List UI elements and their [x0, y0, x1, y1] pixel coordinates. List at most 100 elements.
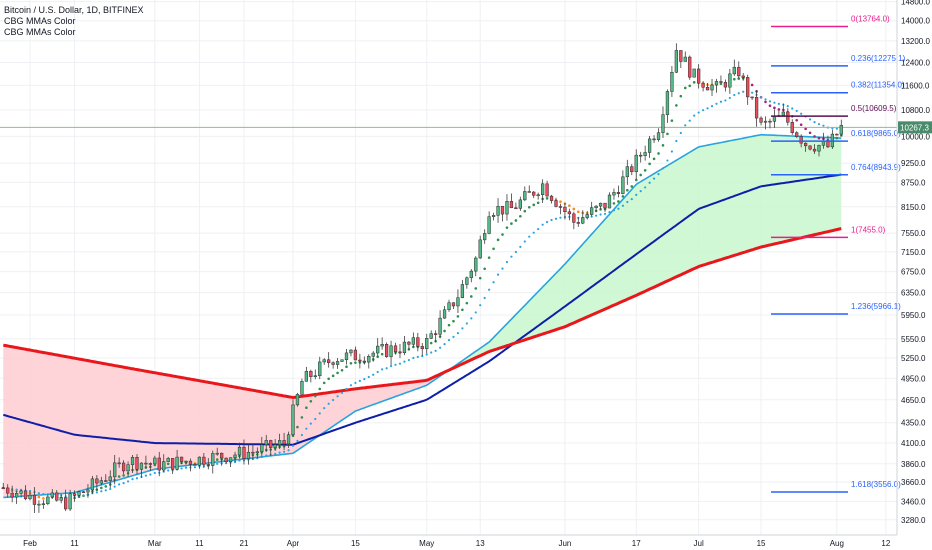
- trailing-stop-dot: [630, 185, 634, 188]
- candle-body: [59, 497, 63, 501]
- candlesticks[interactable]: [1, 43, 843, 513]
- candle-body: [442, 309, 447, 319]
- y-tick-label: 3860.0: [901, 460, 926, 469]
- candle-body: [135, 456, 139, 470]
- candle-body: [728, 73, 732, 88]
- trend-dot: [340, 391, 344, 394]
- trailing-stop-dot: [122, 474, 125, 477]
- trailing-stop-dot: [501, 233, 504, 236]
- trend-dot: [385, 367, 388, 370]
- candle-body: [598, 202, 603, 207]
- trend-dot: [287, 449, 290, 452]
- indicator-label-1[interactable]: CBG MMAs Color: [4, 16, 76, 26]
- candle-body: [376, 345, 380, 354]
- trend-dot: [733, 93, 736, 97]
- y-tick-label: 11600.0: [901, 81, 930, 90]
- candle-body: [839, 124, 843, 135]
- candle-body: [367, 356, 371, 363]
- trailing-stop-dot: [313, 394, 317, 398]
- trend-dot: [126, 480, 130, 483]
- candle-body: [260, 444, 264, 452]
- trailing-stop-dot: [117, 475, 121, 478]
- candle-body: [23, 490, 28, 500]
- candle-body: [295, 394, 300, 406]
- trend-dot: [559, 216, 562, 219]
- trend-dot: [791, 107, 794, 110]
- trend-dot: [532, 231, 535, 234]
- candle-body: [322, 359, 326, 363]
- candle-body: [291, 404, 295, 435]
- candle-body: [313, 375, 317, 377]
- candle-body: [460, 284, 465, 298]
- candle-body: [545, 183, 549, 197]
- candle-body: [683, 56, 687, 62]
- y-tick-label: 9250.0: [901, 159, 926, 168]
- candle-body: [81, 491, 86, 494]
- candle-body: [72, 493, 77, 496]
- trend-dot: [724, 99, 727, 102]
- trailing-stop-dot: [804, 127, 807, 131]
- y-tick-label: 4950.0: [901, 374, 926, 383]
- indicator-label-2[interactable]: CBG MMAs Color: [4, 27, 76, 37]
- trend-dot: [514, 250, 517, 254]
- trailing-stop-dot: [808, 131, 812, 135]
- trailing-stop-dot: [652, 157, 656, 161]
- fib-level-label: 1.618(3556.0): [851, 480, 901, 489]
- candle-body: [309, 371, 313, 377]
- trend-dot: [706, 107, 709, 110]
- candle-body: [536, 194, 540, 197]
- trend-dot: [630, 198, 633, 201]
- fibonacci-levels[interactable]: 0(13764.0) 0.236(12275.1) 0.382(11354.0) 0.…: [771, 15, 906, 493]
- x-tick-label: Aug: [830, 539, 844, 548]
- trend-dot: [118, 483, 121, 486]
- candle-body: [55, 492, 59, 501]
- trailing-stop-dot: [474, 287, 478, 290]
- trend-dot: [180, 467, 183, 470]
- fib-level-label: 0.382(11354.0): [851, 81, 905, 90]
- trailing-stop-dot: [349, 362, 353, 365]
- y-tick-label: 4350.0: [901, 419, 926, 428]
- trailing-stop-dot: [666, 132, 669, 136]
- candle-body: [647, 138, 652, 153]
- candle-body: [661, 114, 665, 133]
- candle-body: [77, 491, 81, 496]
- trend-dot: [332, 398, 335, 402]
- candle-body: [790, 122, 794, 133]
- y-tick-label: 3280.0: [901, 516, 926, 525]
- trailing-stop-dot: [568, 204, 571, 207]
- candle-body: [358, 359, 362, 362]
- trend-dot: [523, 240, 526, 243]
- candle-body: [741, 75, 745, 78]
- trailing-stop-dot: [670, 119, 674, 122]
- trailing-stop-dot: [639, 173, 642, 177]
- candle-body: [723, 82, 728, 88]
- trend-dot: [358, 379, 361, 382]
- trend-dot: [759, 96, 763, 99]
- candle-body: [273, 444, 277, 448]
- candle-body: [68, 493, 72, 510]
- candle-body: [812, 148, 817, 152]
- candle-body: [10, 492, 14, 498]
- y-tick-label: 7150.0: [901, 248, 926, 257]
- trend-dot: [327, 402, 330, 405]
- candle-body: [576, 222, 580, 224]
- trailing-stop-dot: [100, 486, 103, 490]
- trailing-stop-dot: [532, 203, 536, 207]
- trailing-stop-dot: [492, 247, 495, 251]
- trend-dot: [282, 450, 286, 453]
- fib-level-label: 0.5(10609.5): [851, 104, 897, 113]
- trailing-stop-dot: [799, 123, 803, 127]
- trailing-stop-dot: [452, 319, 455, 323]
- trend-dot: [590, 215, 593, 218]
- trailing-stop-dot: [737, 77, 741, 80]
- candle-body: [643, 152, 647, 156]
- trend-dot: [537, 227, 540, 231]
- trend-dot: [764, 98, 767, 101]
- trailing-stop-dot: [773, 106, 776, 110]
- candle-body: [157, 457, 161, 471]
- candle-body: [710, 84, 714, 91]
- trend-dot: [813, 121, 816, 124]
- candle-body: [233, 454, 237, 458]
- trailing-stop-dot: [318, 387, 322, 391]
